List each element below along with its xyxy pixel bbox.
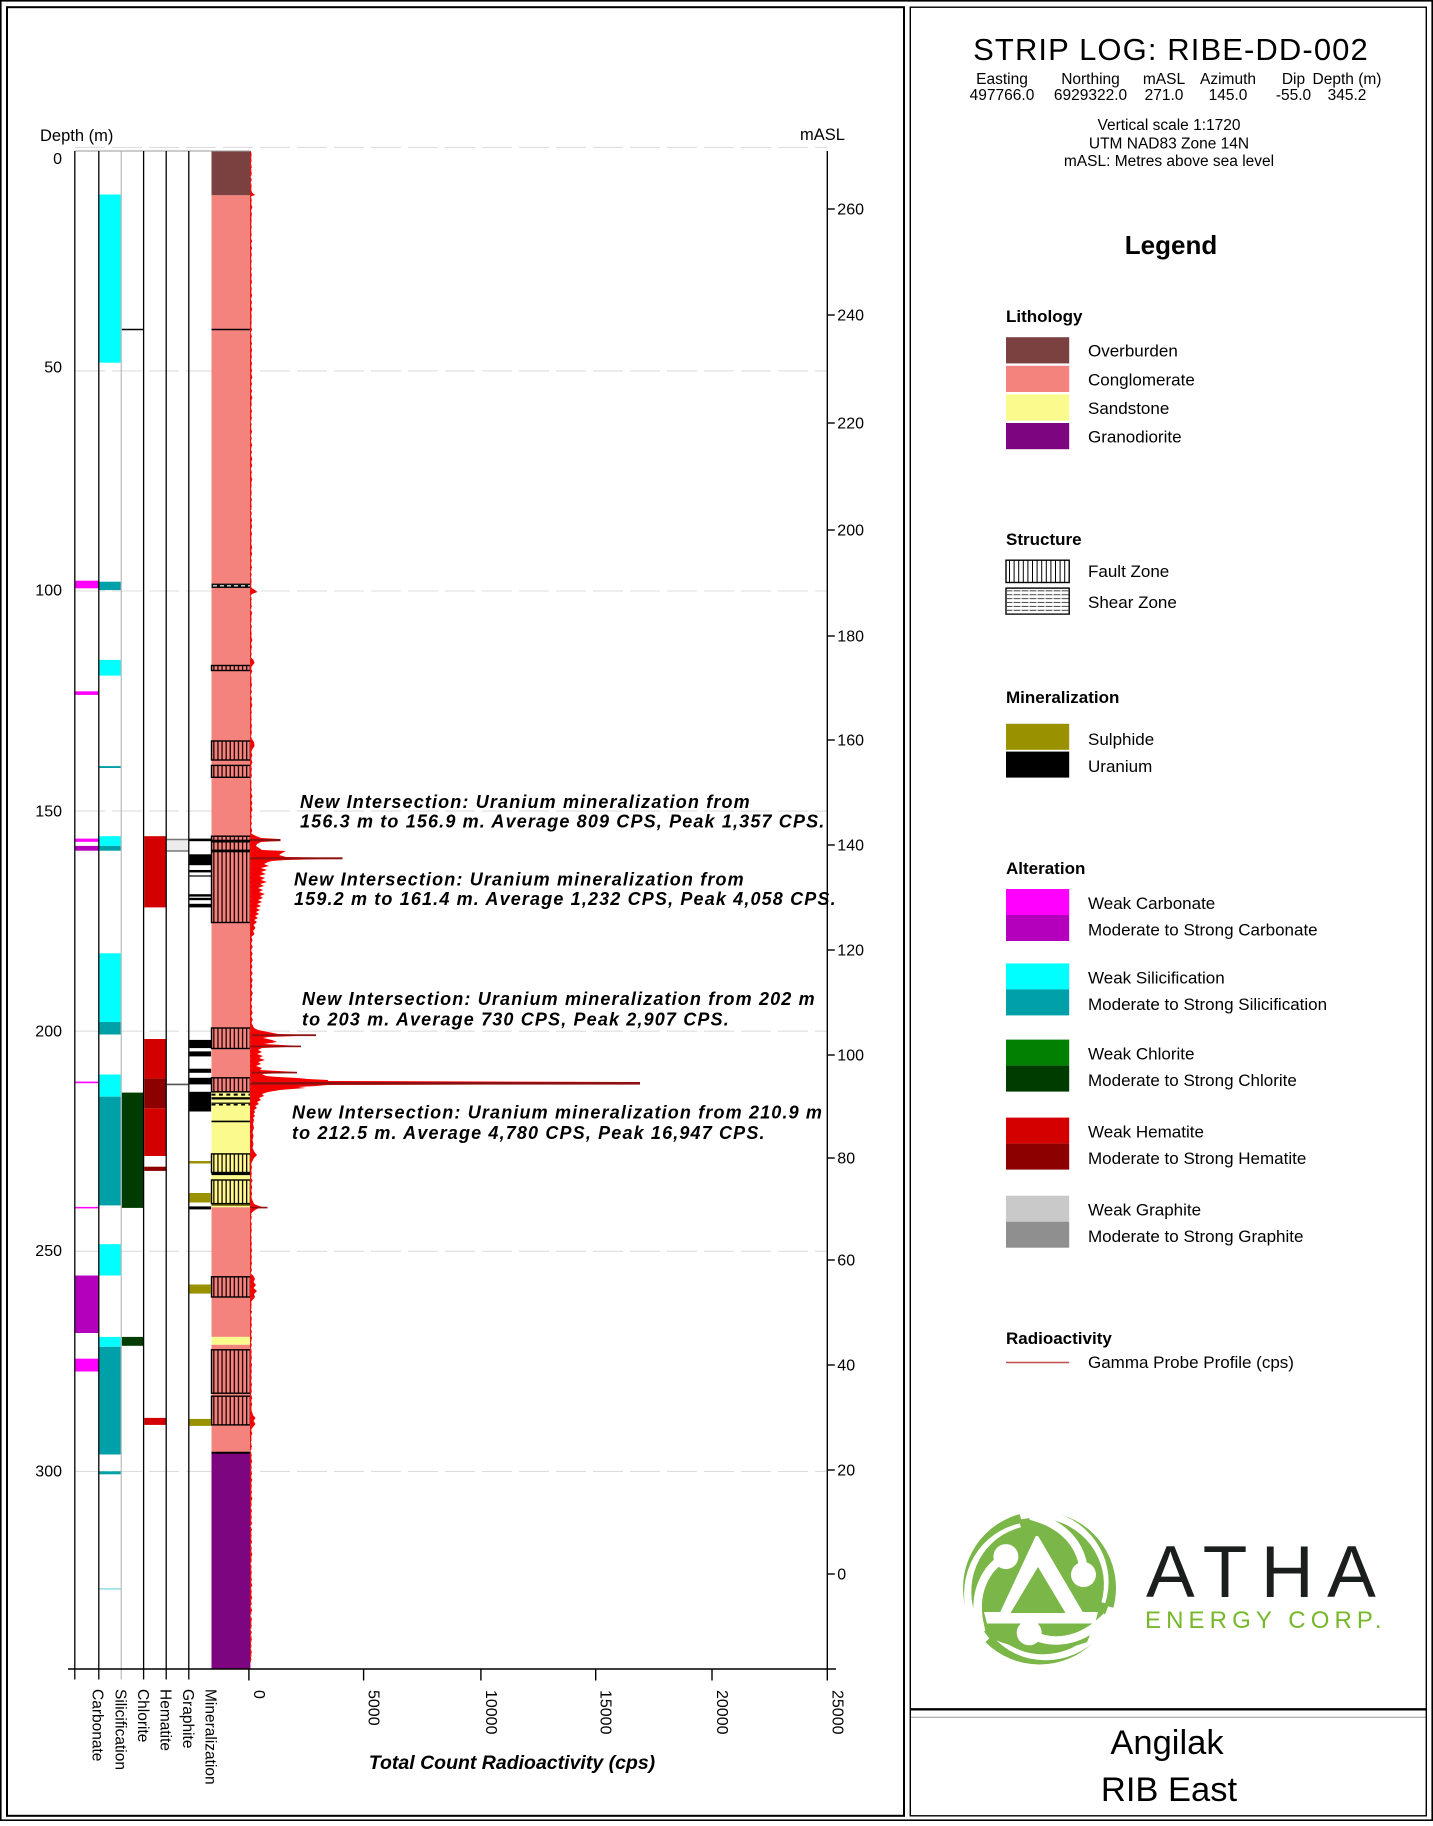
svg-text:Alteration: Alteration (1006, 859, 1085, 878)
svg-text:Chlorite: Chlorite (134, 1689, 151, 1742)
svg-text:ENERGY CORP.: ENERGY CORP. (1145, 1607, 1387, 1634)
svg-text:260: 260 (837, 202, 864, 219)
svg-text:345.2: 345.2 (1328, 87, 1367, 104)
svg-text:New Intersection: Uranium mine: New Intersection: Uranium mineralization… (294, 870, 745, 890)
svg-text:0: 0 (837, 1567, 846, 1584)
svg-text:RIB East: RIB East (1101, 1771, 1238, 1809)
svg-text:5000: 5000 (365, 1690, 382, 1726)
svg-text:ATHA: ATHA (1146, 1532, 1389, 1613)
svg-text:Azimuth: Azimuth (1200, 71, 1256, 88)
svg-text:0: 0 (250, 1690, 267, 1699)
svg-text:Weak Chlorite: Weak Chlorite (1088, 1045, 1194, 1064)
svg-text:Weak Carbonate: Weak Carbonate (1088, 894, 1215, 913)
svg-text:Graphite: Graphite (179, 1689, 196, 1748)
svg-text:Mineralization: Mineralization (202, 1689, 219, 1785)
svg-text:220: 220 (837, 416, 864, 433)
svg-text:Angilak: Angilak (1110, 1724, 1224, 1762)
svg-text:Legend: Legend (1125, 230, 1217, 260)
svg-text:STRIP LOG: RIBE-DD-002: STRIP LOG: RIBE-DD-002 (973, 32, 1369, 67)
svg-text:80: 80 (837, 1151, 855, 1168)
svg-text:250: 250 (35, 1243, 62, 1260)
svg-text:6929322.0: 6929322.0 (1054, 87, 1128, 104)
svg-text:Dip: Dip (1282, 71, 1305, 88)
svg-text:240: 240 (837, 308, 864, 325)
svg-text:Moderate to Strong Chlorite: Moderate to Strong Chlorite (1088, 1071, 1297, 1090)
svg-text:Easting: Easting (976, 71, 1028, 88)
svg-text:Moderate to Strong Silicificat: Moderate to Strong Silicification (1088, 995, 1327, 1014)
svg-text:Vertical scale 1:1720: Vertical scale 1:1720 (1097, 117, 1240, 134)
svg-text:Mineralization: Mineralization (1006, 688, 1119, 707)
svg-text:159.2 m to 161.4 m. Average 1,: 159.2 m to 161.4 m. Average 1,232 CPS, P… (294, 889, 837, 909)
svg-text:15000: 15000 (597, 1690, 614, 1735)
svg-text:100: 100 (837, 1048, 864, 1065)
svg-text:271.0: 271.0 (1145, 87, 1184, 104)
svg-text:Shear Zone: Shear Zone (1088, 593, 1177, 612)
svg-text:Northing: Northing (1061, 71, 1120, 88)
svg-text:200: 200 (837, 523, 864, 540)
svg-text:mASL: mASL (1143, 71, 1186, 88)
svg-text:0: 0 (53, 151, 62, 168)
svg-text:145.0: 145.0 (1209, 87, 1248, 104)
svg-text:UTM NAD83 Zone 14N: UTM NAD83 Zone 14N (1089, 136, 1249, 153)
svg-text:Moderate to Strong Hematite: Moderate to Strong Hematite (1088, 1149, 1306, 1168)
svg-text:300: 300 (35, 1463, 62, 1480)
svg-text:Uranium: Uranium (1088, 757, 1152, 776)
svg-text:Hematite: Hematite (157, 1689, 174, 1751)
svg-text:25000: 25000 (828, 1690, 845, 1735)
svg-text:200: 200 (35, 1024, 62, 1041)
svg-text:50: 50 (44, 360, 62, 377)
svg-text:120: 120 (837, 943, 864, 960)
svg-text:Sandstone: Sandstone (1088, 399, 1169, 418)
svg-text:140: 140 (837, 838, 864, 855)
svg-text:10000: 10000 (482, 1690, 499, 1735)
svg-text:Fault Zone: Fault Zone (1088, 562, 1169, 581)
svg-text:Overburden: Overburden (1088, 342, 1178, 361)
svg-text:Granodiorite: Granodiorite (1088, 428, 1182, 447)
svg-text:60: 60 (837, 1253, 855, 1270)
svg-text:Carbonate: Carbonate (89, 1689, 106, 1761)
svg-text:20: 20 (837, 1463, 855, 1480)
svg-text:mASL: Metres above sea level: mASL: Metres above sea level (1064, 153, 1274, 170)
svg-text:100: 100 (35, 583, 62, 600)
svg-text:Structure: Structure (1006, 530, 1082, 549)
svg-text:New Intersection: Uranium mine: New Intersection: Uranium mineralization… (302, 989, 816, 1009)
svg-text:20000: 20000 (713, 1690, 730, 1735)
svg-text:Sulphide: Sulphide (1088, 730, 1154, 749)
svg-text:Moderate to Strong Graphite: Moderate to Strong Graphite (1088, 1227, 1303, 1246)
svg-text:Weak Graphite: Weak Graphite (1088, 1201, 1201, 1220)
svg-text:Gamma Probe Profile (cps): Gamma Probe Profile (cps) (1088, 1353, 1294, 1372)
svg-text:Depth (m): Depth (m) (40, 127, 113, 145)
svg-text:Silicification: Silicification (112, 1689, 129, 1770)
svg-text:Weak Hematite: Weak Hematite (1088, 1123, 1204, 1142)
svg-text:-55.0: -55.0 (1276, 87, 1312, 104)
svg-text:New Intersection: Uranium mine: New Intersection: Uranium mineralization… (292, 1103, 823, 1123)
svg-text:Total Count Radioactivity (cps: Total Count Radioactivity (cps) (369, 1752, 655, 1774)
svg-text:Conglomerate: Conglomerate (1088, 370, 1195, 389)
svg-text:160: 160 (837, 733, 864, 750)
svg-text:Depth (m): Depth (m) (1313, 71, 1382, 88)
svg-text:mASL: mASL (800, 126, 845, 144)
svg-text:Moderate to Strong Carbonate: Moderate to Strong Carbonate (1088, 921, 1318, 940)
svg-text:to 203 m. Average 730 CPS, Pea: to 203 m. Average 730 CPS, Peak 2,907 CP… (302, 1009, 730, 1029)
svg-text:Weak Silicification: Weak Silicification (1088, 968, 1225, 987)
svg-text:40: 40 (837, 1358, 855, 1375)
svg-text:Lithology: Lithology (1006, 307, 1083, 326)
svg-text:156.3 m to 156.9 m. Average 80: 156.3 m to 156.9 m. Average 809 CPS, Pea… (300, 811, 825, 831)
svg-text:150: 150 (35, 804, 62, 821)
svg-text:New Intersection: Uranium mine: New Intersection: Uranium mineralization… (300, 792, 751, 812)
svg-text:497766.0: 497766.0 (970, 87, 1035, 104)
svg-text:Radioactivity: Radioactivity (1006, 1329, 1112, 1348)
svg-text:to 212.5 m. Average 4,780 CPS,: to 212.5 m. Average 4,780 CPS, Peak 16,9… (292, 1123, 766, 1143)
svg-text:180: 180 (837, 629, 864, 646)
